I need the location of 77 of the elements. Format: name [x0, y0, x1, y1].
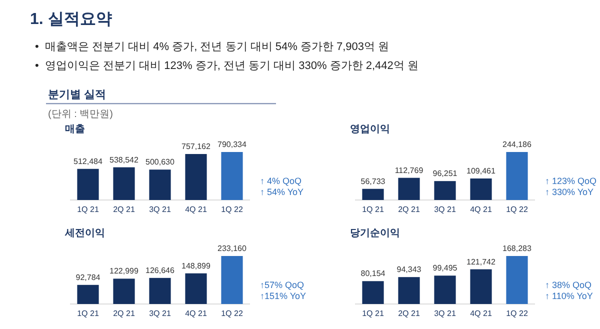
- x-tick-label: 1Q 22: [221, 309, 244, 318]
- bar: [434, 276, 456, 304]
- data-label: 233,160: [218, 244, 248, 253]
- x-tick-label: 1Q 22: [506, 205, 528, 214]
- x-tick-label: 1Q 21: [77, 309, 100, 318]
- data-label: 121,742: [466, 257, 496, 266]
- data-label: 96,251: [432, 169, 458, 178]
- bar: [77, 284, 99, 304]
- x-tick-label: 3Q 21: [434, 309, 456, 318]
- text: ↑ 330% YoY: [545, 187, 594, 197]
- x-tick-label: 4Q 21: [185, 205, 208, 214]
- text: • 매출액은 전분기 대비 4% 증가, 전년 동기 대비 54% 증가한 7,903억 원: [35, 41, 390, 53]
- text: 분기별 실적: [48, 89, 106, 101]
- x-tick-label: 2Q 21: [398, 205, 420, 214]
- bar: [398, 178, 420, 200]
- data-label: 757,162: [182, 142, 212, 152]
- x-tick-label: 4Q 21: [470, 205, 492, 214]
- data-label: 790,334: [218, 140, 248, 149]
- text: ↑151% YoY: [260, 291, 306, 301]
- bar: [434, 181, 456, 200]
- data-label: 122,999: [110, 266, 140, 276]
- data-label: 148,899: [182, 261, 212, 270]
- bar: [398, 277, 420, 304]
- bar: [362, 188, 384, 200]
- bar: [113, 167, 135, 200]
- x-tick-label: 1Q 22: [506, 309, 528, 318]
- bar: [506, 256, 528, 304]
- x-tick-label: 3Q 21: [149, 205, 172, 214]
- x-tick-label: 1Q 21: [362, 309, 384, 318]
- bar: [506, 152, 528, 200]
- text: • 영업이익은 전분기 대비 123% 증가, 전년 동기 대비 330% 증가한 2,442억 원: [35, 60, 418, 72]
- x-tick-label: 1Q 22: [221, 205, 244, 214]
- bar: [221, 256, 243, 304]
- data-label: 244,186: [502, 140, 532, 149]
- data-label: 80,154: [360, 269, 386, 278]
- text: ↑ 54% YoY: [260, 187, 304, 197]
- text: ↑ 4% QoQ: [260, 176, 302, 186]
- x-tick-label: 2Q 21: [398, 309, 420, 318]
- text: ↑ 38% QoQ: [545, 280, 592, 290]
- text: ↑ 110% YoY: [545, 291, 593, 301]
- chart-title: 영업이익: [350, 124, 390, 135]
- data-label: 126,646: [146, 266, 176, 275]
- x-tick-label: 4Q 21: [470, 309, 492, 318]
- data-label: 500,630: [146, 158, 176, 167]
- data-label: 168,283: [502, 244, 532, 253]
- text: 1. 실적요약: [30, 11, 112, 28]
- chart-title: 세전이익: [64, 228, 105, 239]
- x-tick-label: 3Q 21: [149, 309, 172, 318]
- text: ↑57% QoQ: [260, 280, 304, 290]
- x-tick-label: 1Q 21: [362, 205, 384, 214]
- data-label: 538,542: [110, 155, 140, 164]
- bar: [470, 269, 492, 304]
- bar: [470, 178, 492, 200]
- text: (단위 : 백만원): [48, 109, 113, 120]
- bar: [185, 273, 207, 304]
- text: ↑ 123% QoQ: [545, 176, 597, 186]
- bar: [185, 154, 207, 200]
- bar: [113, 278, 135, 304]
- x-tick-label: 1Q 21: [77, 205, 100, 214]
- x-tick-label: 4Q 21: [185, 309, 208, 318]
- x-tick-label: 2Q 21: [113, 205, 136, 214]
- data-label: 94,343: [396, 265, 422, 274]
- bar: [77, 168, 99, 200]
- bar: [362, 281, 384, 304]
- chart-title: 매출: [65, 124, 85, 135]
- data-label: 99,495: [432, 264, 458, 273]
- bar: [149, 278, 171, 304]
- x-tick-label: 3Q 21: [434, 205, 456, 214]
- data-label: 112,769: [394, 166, 424, 175]
- data-label: 92,784: [76, 272, 101, 282]
- bar: [221, 152, 243, 200]
- chart-title: 당기순이익: [350, 228, 400, 239]
- bar: [149, 170, 171, 200]
- data-label: 109,461: [466, 166, 496, 176]
- x-tick-label: 2Q 21: [113, 309, 136, 318]
- data-label: 56,733: [360, 176, 386, 186]
- data-label: 512,484: [74, 156, 104, 166]
